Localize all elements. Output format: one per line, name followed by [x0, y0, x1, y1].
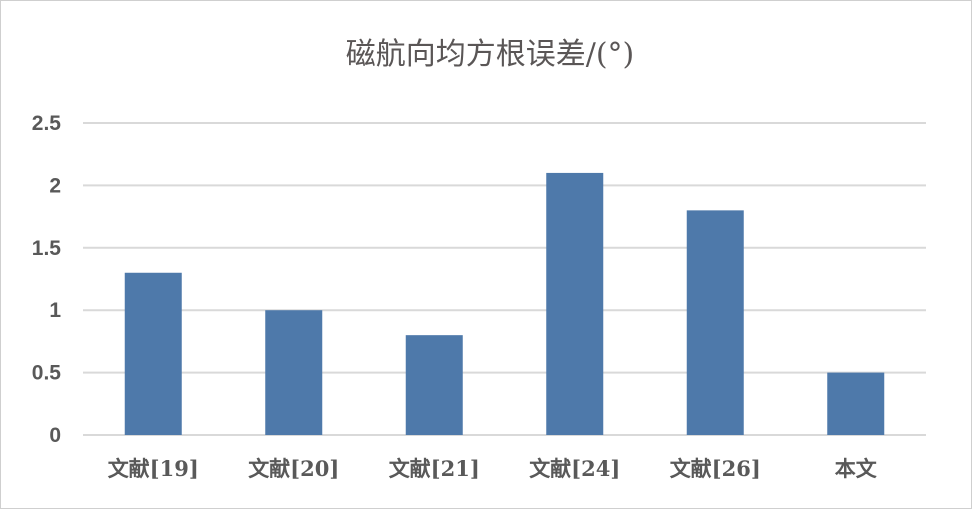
- x-tick-label: 文献[20]: [248, 456, 339, 481]
- x-tick-label: 文献[21]: [389, 456, 480, 481]
- bar: [546, 172, 604, 436]
- x-tick-label: 文献[19]: [108, 456, 199, 481]
- bars: [124, 172, 885, 436]
- bar: [686, 210, 744, 435]
- y-tick-label: 0.5: [32, 362, 62, 385]
- x-tick-label: 本文: [835, 456, 878, 481]
- y-axis-ticks: 0 0.5 1 1.5 2 2.5: [32, 112, 62, 447]
- x-tick-label: 文献[24]: [529, 456, 620, 481]
- bar: [405, 335, 463, 435]
- y-tick-label: 1.5: [32, 237, 62, 260]
- bar: [265, 310, 323, 435]
- x-axis-ticks: 文献[19] 文献[20] 文献[21] 文献[24] 文献[26] 本文: [108, 456, 878, 481]
- y-tick-label: 1: [49, 299, 61, 322]
- x-tick-label: 文献[26]: [670, 456, 761, 481]
- bar: [124, 272, 182, 435]
- gridlines: [83, 122, 926, 436]
- y-tick-label: 2.5: [32, 112, 62, 135]
- chart-title: 磁航向均方根误差/(°): [346, 37, 635, 72]
- bar: [827, 372, 885, 435]
- y-tick-label: 0: [49, 424, 61, 447]
- y-tick-label: 2: [49, 174, 61, 197]
